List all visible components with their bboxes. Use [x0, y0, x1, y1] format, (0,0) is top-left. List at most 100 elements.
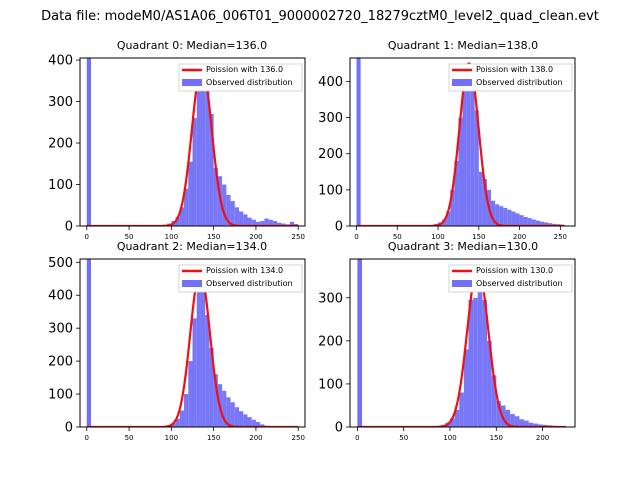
quadrant-0-hist-bar	[209, 114, 214, 226]
quadrant-0-axes-frame	[79, 57, 306, 227]
quadrant-0-hist-bar	[184, 188, 189, 226]
quadrant-2-hist-bar	[260, 424, 265, 427]
quadrant-1-plot-area: 0 100 200 300 400 0 50 100 150 200 250	[318, 57, 576, 241]
quadrant-0-hist-bar	[255, 221, 261, 226]
quadrant-1-xtick-label: 50	[393, 233, 402, 241]
quadrant-0-hist-bar	[234, 207, 240, 226]
figure-title: Data file: modeM0/AS1A06_006T01_90000027…	[41, 9, 599, 24]
quadrant-2-legend-poisson-label: Poission with 134.0	[206, 266, 283, 275]
quadrant-3-hist-bar	[468, 299, 474, 427]
quadrant-2-hist-bar	[226, 397, 231, 427]
quadrant-1-hist-bar	[535, 220, 540, 226]
quadrant-3-xtick-label: 150	[490, 434, 503, 442]
quadrant-1-xtick-label: 250	[554, 233, 567, 241]
quadrant-0-hist-bar	[205, 84, 210, 226]
quadrant-1-hist-bar	[474, 110, 479, 226]
quadrant-1-hist-bar	[499, 206, 504, 226]
quadrant-1-axes-frame	[349, 57, 576, 227]
quadrant-2-hist-bar	[234, 407, 240, 427]
quadrant-2-legend-bar-swatch	[182, 280, 202, 287]
quadrant-2-hist-bar	[179, 410, 185, 427]
quadrant-2-hist-bar	[255, 422, 261, 427]
quadrant-2-hist-bar	[200, 268, 206, 427]
quadrant-2-plot-area: 0 100 200 300 400 500 0 50 100 150 200 250	[48, 256, 306, 442]
quadrant-3-ytick-label: 0	[335, 421, 343, 436]
quadrant-2-xtick-label: 250	[292, 434, 305, 442]
quadrant-0-xtick-label: 50	[125, 233, 134, 241]
quadrant-0-legend-bar-swatch	[182, 79, 202, 86]
quadrant-3-hist-bar	[524, 420, 529, 427]
quadrant-1-hist-bar	[462, 88, 467, 226]
quadrant-1-hist-bar	[548, 223, 553, 226]
quadrant-2-zero-bin	[86, 259, 91, 427]
quadrant-3-hist-bar	[487, 340, 492, 427]
quadrant-2-hist-bar	[251, 419, 256, 427]
quadrant-0-hist-bar	[230, 201, 235, 226]
quadrant-0-hist-bar	[247, 217, 252, 226]
quadrant-0-legend-observed-label: Observed distribution	[206, 78, 293, 87]
quadrant-0-xtick-label: 200	[249, 233, 262, 241]
quadrant-1-panel: Quadrant 1: Median=138.0 0 100 200 300 400 0 5…	[318, 39, 576, 241]
quadrant-0-hist-bar	[192, 118, 197, 226]
quadrant-1-legend-box	[448, 63, 573, 92]
quadrant-0-xtick-label: 0	[85, 233, 89, 241]
quadrant-1-hist-bar	[466, 63, 471, 226]
quadrant-0-hist-bar	[196, 84, 201, 226]
quadrant-0-hist-bar	[281, 223, 286, 226]
quadrant-1-hist-bar	[539, 221, 545, 226]
quadrant-0-panel: Quadrant 0: Median=136.0 0 100 200 300 400 0 5…	[48, 39, 306, 241]
quadrant-2-xtick-label: 0	[85, 434, 89, 442]
quadrant-1-marks	[356, 58, 565, 226]
quadrant-0-hist-bar	[289, 221, 295, 226]
quadrant-3-hist-bar	[459, 392, 464, 427]
quadrant-0-hist-bar	[260, 221, 265, 226]
quadrant-2-hist-bar	[171, 423, 176, 427]
quadrant-1-ytick-label: 300	[318, 111, 343, 126]
quadrant-2-hist-bar	[213, 374, 218, 427]
quadrant-1-hist-bar	[491, 200, 496, 226]
quadrant-2-xtick-label: 100	[165, 434, 178, 442]
quadrant-0-ytick-label: 100	[48, 178, 73, 193]
quadrant-3-ytick-label: 100	[318, 377, 343, 392]
quadrant-2-hist-bar	[247, 417, 252, 427]
quadrant-3-hist-bar	[482, 299, 488, 427]
quadrant-3-xtick-label: 0	[355, 434, 359, 442]
quadrant-2-hist-bar	[209, 347, 214, 427]
quadrant-1-ytick-label: 0	[335, 220, 343, 235]
quadrant-2-ytick-label: 300	[48, 322, 73, 337]
quadrant-0-hist-bar	[200, 64, 206, 226]
quadrant-3-hist-bar	[496, 401, 501, 427]
quadrant-1-ytick-label: 100	[318, 183, 343, 198]
quadrant-0-hist-bar	[277, 222, 282, 226]
quadrant-3-poisson-line	[357, 266, 566, 427]
quadrant-0-title: Quadrant 0: Median=136.0	[117, 39, 267, 52]
quadrant-1-xtick-label: 150	[472, 233, 485, 241]
quadrant-3-xtick-label: 50	[399, 434, 408, 442]
quadrant-1-xtick-label: 200	[513, 233, 526, 241]
quadrant-2-hist-bar	[188, 361, 193, 427]
quadrant-3-hist-bar	[537, 424, 543, 427]
quadrant-2-xtick-label: 200	[249, 434, 262, 442]
quadrant-3-axes-frame	[349, 258, 576, 428]
quadrant-2-hist-bar	[239, 411, 244, 427]
quadrant-2-axes-frame	[79, 258, 306, 428]
quadrant-0-hist-bar	[179, 207, 185, 226]
quadrant-1-poisson-line	[356, 62, 565, 226]
quadrant-1-legend: Poission with 138.0 Observed distributio…	[448, 63, 573, 92]
quadrant-0-xtick-label: 100	[165, 233, 178, 241]
quadrant-2-legend: Poission with 134.0 Observed distributio…	[178, 264, 303, 293]
quadrant-0-zero-bin	[86, 58, 91, 226]
quadrant-0-plot-area: 0 100 200 300 400 0 50 100 150 200 250	[48, 54, 306, 241]
quadrant-1-legend-poisson-label: Poission with 138.0	[476, 65, 553, 74]
quadrant-0-ytick-label: 400	[48, 54, 73, 69]
quadrant-1-hist-bar	[523, 216, 528, 226]
quadrant-2-panel: Quadrant 2: Median=134.0 0 100 200 300 400 50…	[48, 240, 306, 442]
quadrant-0-ytick-label: 200	[48, 137, 73, 152]
quadrant-3-legend-observed-label: Observed distribution	[476, 279, 563, 288]
quadrant-2-legend-observed-label: Observed distribution	[206, 279, 293, 288]
quadrant-0-hist-bar	[213, 167, 218, 226]
quadrant-0-ytick-label: 0	[65, 220, 73, 235]
quadrant-2-ytick-label: 200	[48, 355, 73, 370]
quadrant-0-xtick-label: 250	[292, 233, 305, 241]
